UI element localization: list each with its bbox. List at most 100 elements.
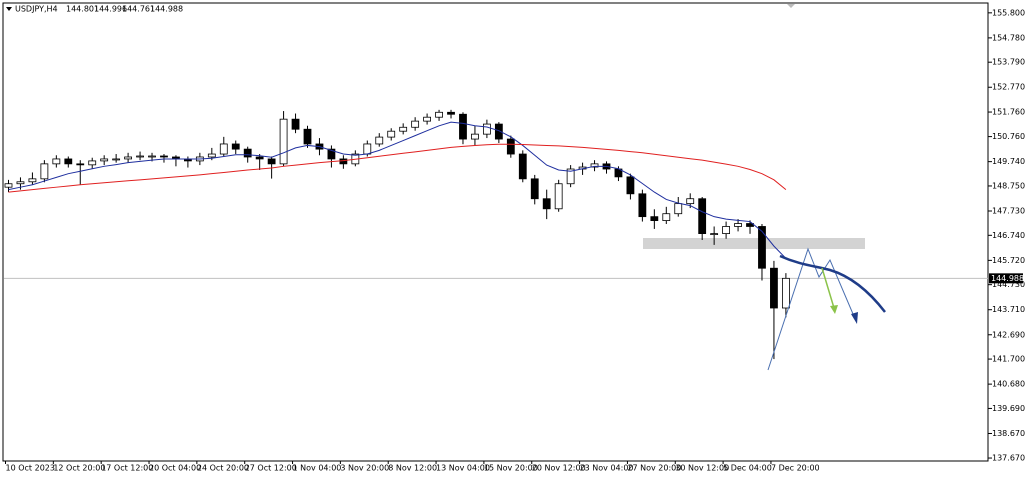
- zone: [643, 238, 865, 249]
- candle-body: [52, 158, 61, 165]
- candle-body: [542, 198, 551, 210]
- y-tick-label: 145.720: [992, 256, 1025, 265]
- arrow-head: [830, 305, 838, 314]
- moving-average: [8, 121, 787, 259]
- candle-body: [494, 123, 503, 140]
- x-tick-label: 30 Nov 12:00: [675, 464, 729, 473]
- candle-body: [124, 156, 132, 160]
- y-tick-label: 149.740: [992, 157, 1025, 166]
- y-tick-label: 139.690: [992, 404, 1025, 413]
- x-tick-label: 10 Oct 2023: [6, 464, 55, 473]
- y-tick-label: 141.700: [992, 355, 1025, 364]
- candle-body: [100, 158, 109, 162]
- y-tick-label: 151.760: [992, 108, 1025, 117]
- candle-body: [219, 143, 228, 155]
- moving-average: [8, 143, 787, 193]
- candle-body: [459, 113, 467, 140]
- projection-curve: [779, 254, 886, 313]
- y-tick-label: 144.730: [992, 280, 1025, 289]
- candle-body: [207, 153, 216, 158]
- y-tick-label: 146.740: [992, 231, 1025, 240]
- y-tick-label: 148.750: [992, 181, 1025, 190]
- x-tick-label: 27 Oct 12:00: [245, 464, 297, 473]
- y-tick-label: 143.710: [992, 305, 1025, 314]
- arrow-head: [851, 312, 858, 324]
- y-tick-label: 138.670: [992, 429, 1025, 438]
- header-value: 144.761: [122, 5, 155, 14]
- candle-body: [148, 155, 156, 158]
- candle-body: [758, 226, 766, 269]
- candle-body: [650, 216, 659, 221]
- candle-body: [686, 198, 695, 205]
- y-tick-label: 153.790: [992, 58, 1025, 67]
- x-tick-label: 24 Oct 20:00: [197, 464, 249, 473]
- x-tick-label: 5 Dec 04:00: [723, 464, 772, 473]
- candle-body: [638, 193, 647, 218]
- header-value: 144.996: [94, 5, 127, 14]
- candle-body: [782, 277, 790, 309]
- y-tick-label: 154.780: [992, 33, 1025, 42]
- candle-body: [662, 213, 671, 221]
- shift-marker: [787, 4, 795, 8]
- candle-body: [698, 198, 707, 234]
- candle-body: [160, 155, 168, 158]
- candle-body: [64, 158, 73, 165]
- candle-body: [399, 126, 408, 132]
- candle-body: [16, 181, 25, 185]
- candle-body: [255, 156, 264, 160]
- candle-body: [710, 233, 719, 235]
- candle-body: [327, 148, 336, 160]
- x-tick-label: 20 Nov 12:00: [532, 464, 586, 473]
- candle-body: [291, 118, 300, 130]
- candle-body: [88, 160, 97, 166]
- menu-icon[interactable]: [6, 7, 12, 11]
- candle-body: [435, 111, 443, 118]
- x-tick-label: 7 Dec 20:00: [771, 464, 820, 473]
- candle-body: [231, 143, 240, 150]
- y-tick-label: 147.730: [992, 207, 1025, 216]
- y-tick-label: 142.690: [992, 330, 1025, 339]
- projection: [767, 247, 857, 371]
- candle-body: [722, 226, 730, 234]
- candle-body: [626, 176, 635, 195]
- y-tick-label: 152.770: [992, 83, 1025, 92]
- candle-body: [40, 163, 49, 180]
- candle-body: [518, 153, 527, 180]
- candle-body: [303, 128, 312, 145]
- x-tick-label: 17 Oct 12:00: [101, 464, 153, 473]
- candle-body: [554, 183, 563, 210]
- x-tick-label: 13 Nov 04:00: [436, 464, 490, 473]
- candle-body: [447, 111, 455, 115]
- header-value: 144.988: [150, 5, 183, 14]
- candle-body: [4, 183, 13, 188]
- candle-body: [375, 136, 384, 145]
- candle-body: [411, 120, 420, 128]
- candle-body: [267, 158, 276, 165]
- candle-body: [423, 116, 432, 122]
- plot-layer: 155.800 154.780 153.790 152.770 151.760 150.7…: [4, 8, 1025, 473]
- candle-body: [590, 163, 599, 168]
- candle-body: [530, 178, 539, 200]
- green-arrow: [821, 267, 835, 309]
- price-label-bg: [989, 273, 1023, 284]
- candle-body: [674, 203, 683, 215]
- candle-body: [136, 155, 144, 158]
- current-price-label: 144.988: [991, 274, 1024, 283]
- x-tick-label: 12 Oct 20:00: [53, 464, 105, 473]
- plot-area: [2, 2, 989, 462]
- x-tick-label: 3 Nov 20:00: [340, 464, 389, 473]
- candle-body: [734, 223, 742, 227]
- header-value: 144.801: [66, 5, 99, 14]
- x-tick-label: 20 Oct 04:00: [149, 464, 201, 473]
- candle-body: [363, 143, 372, 155]
- candle-body: [770, 267, 778, 309]
- y-tick-label: 137.670: [992, 454, 1025, 463]
- candle-body: [112, 158, 121, 161]
- x-tick-label: 8 Nov 12:00: [388, 464, 437, 473]
- symbol: USDJPY,H4: [15, 5, 58, 14]
- x-tick-label: 23 Nov 04:00: [580, 464, 634, 473]
- x-tick-label: 15 Nov 20:00: [484, 464, 538, 473]
- candle-body: [76, 163, 85, 166]
